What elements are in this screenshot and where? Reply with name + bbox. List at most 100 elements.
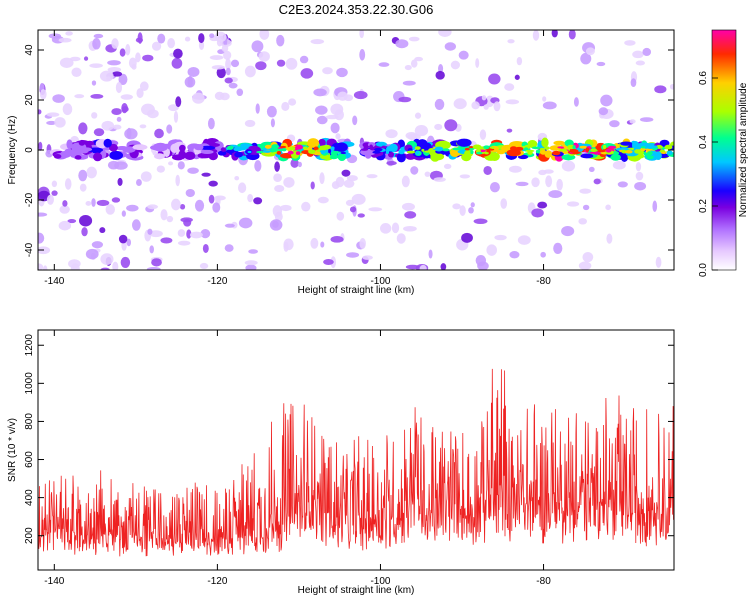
heatmap-band-core [597, 149, 606, 153]
heatmap-cell [578, 218, 587, 225]
heatmap-cell [537, 201, 548, 209]
heatmap-cell [545, 175, 553, 188]
heatmap-band-cell [64, 148, 74, 157]
heatmap-cell [598, 107, 609, 116]
heatmap-cell [274, 161, 280, 172]
heatmap-cell [475, 254, 487, 267]
snr-x-tick-label: -80 [536, 576, 551, 587]
heatmap-cell [531, 177, 540, 188]
heatmap-band-core [372, 150, 381, 154]
heatmap-cell [639, 117, 654, 122]
heatmap-band-core [276, 150, 282, 155]
heatmap-cell [111, 71, 123, 77]
heatmap-cell [600, 94, 613, 107]
heatmap-cell [105, 204, 115, 215]
heatmap-cell [300, 68, 314, 79]
heatmap-cell [402, 80, 416, 86]
heatmap-cell [187, 167, 199, 174]
heatmap-cell [111, 197, 121, 203]
heatmap-cell [276, 59, 286, 67]
heatmap-cell [283, 177, 295, 188]
snr-y-tick-label: 200 [24, 527, 35, 544]
heatmap-cell [319, 172, 325, 185]
heatmap-cell [362, 255, 373, 260]
heatmap-band-core [406, 150, 416, 154]
heatmap-cell [91, 80, 97, 86]
heatmap-band-core [637, 144, 642, 150]
heatmap-cell [147, 204, 159, 210]
heatmap-band-core [535, 149, 541, 154]
heatmap-band-cell [80, 147, 93, 152]
heatmap-cell [209, 55, 224, 60]
heatmap-cell [148, 230, 163, 238]
heatmap-cell [310, 181, 315, 190]
heatmap-band-cell [541, 137, 549, 148]
heatmap-band-cell [527, 139, 538, 149]
heatmap-y-ticks: -40 -20 0 20 40 [24, 44, 674, 257]
heatmap-cell [96, 199, 110, 206]
heatmap-cell [509, 251, 520, 259]
heatmap-cell [395, 39, 409, 49]
heatmap-band-core [451, 150, 457, 154]
heatmap-cell [209, 33, 215, 39]
heatmap-cell [198, 40, 205, 51]
snr-frame [37, 329, 675, 571]
heatmap-band-core [322, 144, 332, 150]
heatmap-cell [515, 181, 529, 187]
snr-y-tick-label: 1200 [24, 334, 35, 357]
heatmap-cell [126, 204, 139, 212]
heatmap-cell [254, 160, 262, 172]
heatmap-cell [404, 65, 412, 71]
snr-panel: -140 -120 -100 -80 200 400 600 800 1000 1200 Hei… [7, 329, 675, 596]
heatmap-cell [198, 33, 205, 44]
snr-x-tick-label: -120 [207, 576, 227, 587]
heatmap-cell [186, 229, 192, 239]
heatmap-cell [459, 205, 466, 216]
heatmap-cell [386, 161, 397, 166]
heatmap-cell [500, 198, 508, 209]
heatmap-cell [401, 202, 415, 211]
heatmap-cell [343, 94, 354, 102]
heatmap-cell [126, 238, 132, 247]
heatmap-cell [228, 82, 238, 89]
heatmap-band-core [385, 149, 390, 155]
heatmap-cell [652, 200, 658, 212]
heatmap-band-cell [329, 154, 339, 160]
heatmap-cell [335, 176, 345, 188]
snr-x-axis-label: Height of straight line (km) [298, 585, 415, 596]
heatmap-cell [146, 266, 161, 270]
heatmap-cell [125, 44, 131, 56]
snr-y-ticks: 200 400 600 800 1000 1200 [24, 334, 674, 544]
heatmap-cell [359, 48, 366, 61]
heatmap-cell [531, 208, 544, 218]
heatmap-cell [453, 98, 467, 110]
heatmap-cell [606, 233, 613, 244]
heatmap-cell [118, 234, 128, 244]
heatmap-cell [151, 41, 162, 51]
heatmap-cell [208, 194, 215, 204]
heatmap-cell [316, 115, 328, 125]
heatmap-cell [336, 211, 345, 221]
heatmap-cell [230, 59, 240, 68]
heatmap-cell [184, 36, 191, 42]
heatmap-cell [470, 202, 475, 208]
heatmap-band-core [452, 147, 461, 151]
heatmap-cell [216, 38, 223, 47]
heatmap-cell [52, 94, 65, 103]
heatmap-band-core [470, 150, 474, 155]
heatmap-band-cell [199, 145, 216, 151]
heatmap-cell [414, 56, 423, 62]
heatmap-cell [320, 241, 325, 248]
heatmap-band-core [369, 144, 374, 150]
heatmap-cell [83, 56, 89, 61]
heatmap-panel: -140 -120 -100 -80 -40 -20 0 20 40 Height of st… [7, 29, 675, 296]
heatmap-cell [507, 39, 515, 44]
heatmap-cell [301, 201, 311, 212]
heatmap-band-core [226, 145, 234, 150]
heatmap-cell [493, 101, 501, 112]
heatmap-cell [59, 205, 70, 214]
heatmap-band-cell [319, 153, 331, 160]
heatmap-cell [612, 160, 626, 170]
heatmap-band-core [641, 146, 646, 149]
heatmap-cell [548, 190, 563, 199]
